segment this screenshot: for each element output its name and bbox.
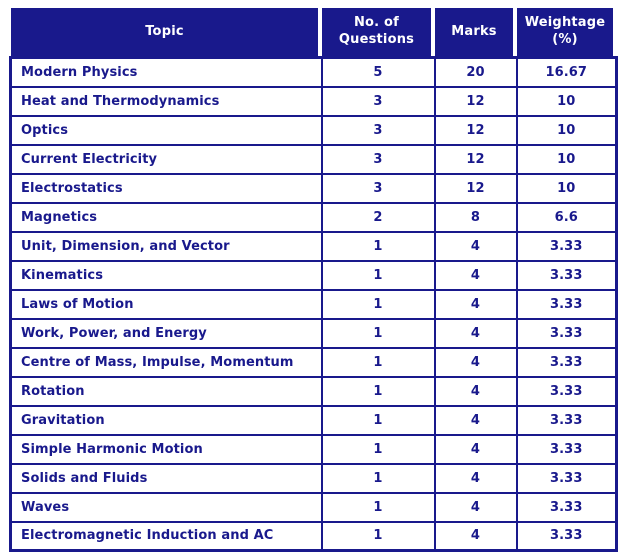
- topic-cell: Laws of Motion: [9, 288, 323, 320]
- marks-cell: 12: [433, 172, 518, 204]
- questions-cell: 1: [320, 259, 436, 291]
- topic-cell: Kinematics: [9, 259, 323, 291]
- marks-cell: 12: [433, 114, 518, 146]
- table-row: Current Electricity 3 12 10: [9, 143, 618, 175]
- topic-cell: Centre of Mass, Impulse, Momentum: [9, 346, 323, 378]
- marks-cell: 4: [433, 375, 518, 407]
- topic-cell: Electromagnetic Induction and AC: [9, 520, 323, 552]
- weightage-cell: 16.67: [515, 56, 618, 88]
- topic-cell: Rotation: [9, 375, 323, 407]
- topic-cell: Heat and Thermodynamics: [9, 85, 323, 117]
- table-row: Optics 3 12 10: [9, 114, 618, 146]
- weightage-cell: 6.6: [515, 201, 618, 233]
- column-header-questions: No. of Questions: [320, 8, 433, 56]
- questions-cell: 1: [320, 288, 436, 320]
- table-row: Rotation 1 4 3.33: [9, 375, 618, 407]
- weightage-cell: 10: [515, 172, 618, 204]
- marks-cell: 4: [433, 259, 518, 291]
- weightage-cell: 3.33: [515, 230, 618, 262]
- topic-cell: Simple Harmonic Motion: [9, 433, 323, 465]
- questions-cell: 1: [320, 346, 436, 378]
- weightage-cell: 10: [515, 143, 618, 175]
- table-row: Electromagnetic Induction and AC 1 4 3.33: [9, 520, 618, 552]
- table-row: Magnetics 2 8 6.6: [9, 201, 618, 233]
- table-row: Simple Harmonic Motion 1 4 3.33: [9, 433, 618, 465]
- marks-cell: 4: [433, 433, 518, 465]
- marks-cell: 12: [433, 85, 518, 117]
- table-row: Work, Power, and Energy 1 4 3.33: [9, 317, 618, 349]
- table-row: Solids and Fluids 1 4 3.33: [9, 462, 618, 494]
- weightage-table: Topic No. of Questions Marks Weightage (…: [9, 8, 618, 552]
- weightage-cell: 3.33: [515, 433, 618, 465]
- marks-cell: 4: [433, 520, 518, 552]
- marks-cell: 4: [433, 491, 518, 523]
- table-row: Waves 1 4 3.33: [9, 491, 618, 523]
- questions-cell: 3: [320, 172, 436, 204]
- topic-cell: Magnetics: [9, 201, 323, 233]
- table-row: Unit, Dimension, and Vector 1 4 3.33: [9, 230, 618, 262]
- weightage-cell: 3.33: [515, 404, 618, 436]
- weightage-cell: 3.33: [515, 346, 618, 378]
- topic-cell: Work, Power, and Energy: [9, 317, 323, 349]
- marks-cell: 4: [433, 404, 518, 436]
- table-header-row: Topic No. of Questions Marks Weightage (…: [9, 8, 615, 56]
- topic-cell: Gravitation: [9, 404, 323, 436]
- marks-cell: 4: [433, 346, 518, 378]
- weightage-cell: 3.33: [515, 288, 618, 320]
- table-row: Laws of Motion 1 4 3.33: [9, 288, 618, 320]
- marks-cell: 4: [433, 288, 518, 320]
- questions-cell: 1: [320, 462, 436, 494]
- weightage-cell: 3.33: [515, 375, 618, 407]
- table-row: Electrostatics 3 12 10: [9, 172, 618, 204]
- questions-cell: 3: [320, 114, 436, 146]
- topic-cell: Electrostatics: [9, 172, 323, 204]
- weightage-cell: 3.33: [515, 462, 618, 494]
- questions-cell: 5: [320, 56, 436, 88]
- topic-cell: Modern Physics: [9, 56, 323, 88]
- column-header-topic: Topic: [9, 8, 320, 56]
- topic-cell: Unit, Dimension, and Vector: [9, 230, 323, 262]
- questions-cell: 1: [320, 520, 436, 552]
- questions-cell: 1: [320, 433, 436, 465]
- questions-cell: 1: [320, 230, 436, 262]
- marks-cell: 20: [433, 56, 518, 88]
- questions-cell: 3: [320, 143, 436, 175]
- questions-cell: 1: [320, 317, 436, 349]
- topic-cell: Waves: [9, 491, 323, 523]
- questions-cell: 1: [320, 491, 436, 523]
- weightage-cell: 3.33: [515, 491, 618, 523]
- marks-cell: 4: [433, 462, 518, 494]
- table-row: Centre of Mass, Impulse, Momentum 1 4 3.33: [9, 346, 618, 378]
- marks-cell: 8: [433, 201, 518, 233]
- questions-cell: 3: [320, 85, 436, 117]
- topic-cell: Current Electricity: [9, 143, 323, 175]
- weightage-cell: 10: [515, 85, 618, 117]
- questions-cell: 1: [320, 404, 436, 436]
- questions-cell: 2: [320, 201, 436, 233]
- weightage-cell: 3.33: [515, 317, 618, 349]
- topic-cell: Optics: [9, 114, 323, 146]
- table-row: Heat and Thermodynamics 3 12 10: [9, 85, 618, 117]
- weightage-cell: 10: [515, 114, 618, 146]
- topic-cell: Solids and Fluids: [9, 462, 323, 494]
- weightage-cell: 3.33: [515, 259, 618, 291]
- table-row: Gravitation 1 4 3.33: [9, 404, 618, 436]
- table-body: Modern Physics 5 20 16.67 Heat and Thermodyn…: [9, 56, 618, 552]
- weightage-cell: 3.33: [515, 520, 618, 552]
- table-row: Modern Physics 5 20 16.67: [9, 56, 618, 88]
- table-row: Kinematics 1 4 3.33: [9, 259, 618, 291]
- marks-cell: 4: [433, 317, 518, 349]
- marks-cell: 4: [433, 230, 518, 262]
- questions-cell: 1: [320, 375, 436, 407]
- column-header-marks: Marks: [433, 8, 515, 56]
- marks-cell: 12: [433, 143, 518, 175]
- column-header-weightage: Weightage (%): [515, 8, 615, 56]
